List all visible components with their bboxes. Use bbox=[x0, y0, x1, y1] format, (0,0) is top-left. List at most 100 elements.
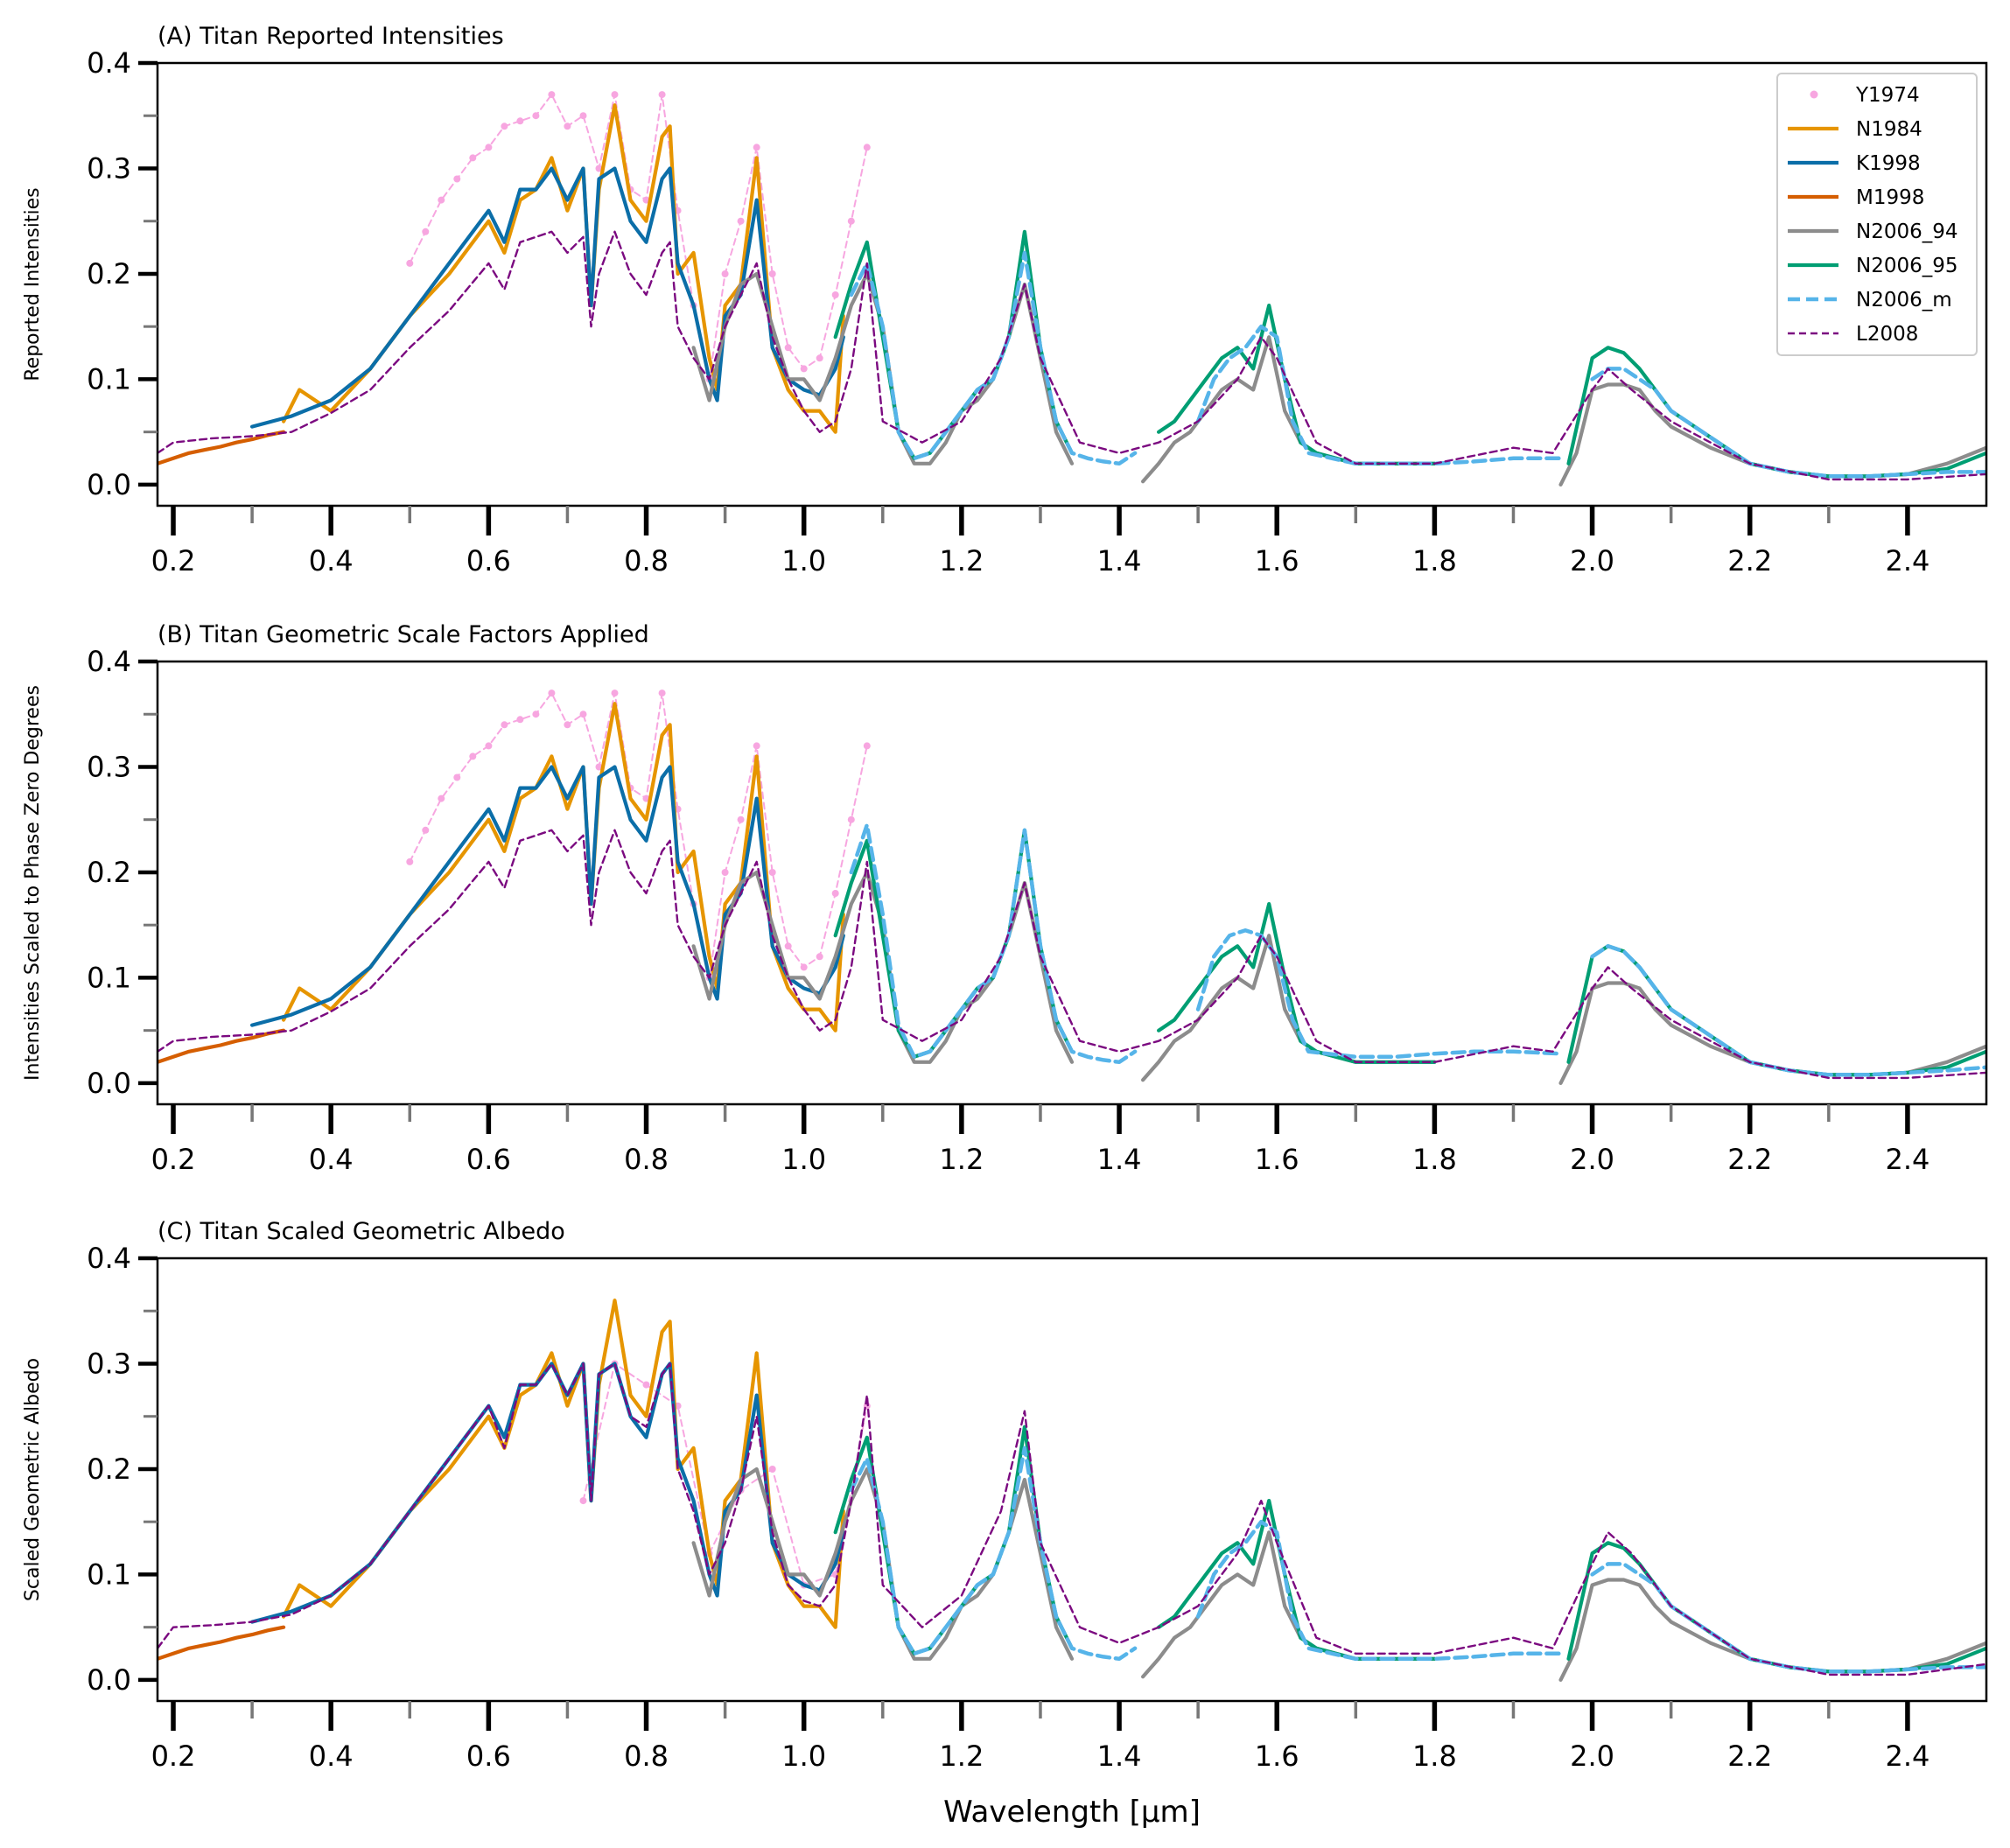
y-axis-label: Intensities Scaled to Phase Zero Degrees bbox=[22, 685, 44, 1081]
y-tick-label: 0.4 bbox=[87, 46, 131, 80]
legend-entry: N2006_94 bbox=[1788, 220, 1958, 243]
panel-title: (C) Titan Scaled Geometric Albedo bbox=[158, 1218, 565, 1245]
data-point bbox=[516, 716, 524, 724]
x-tick-label: 1.6 bbox=[1255, 544, 1299, 578]
axes-frame bbox=[156, 61, 1988, 508]
series-line bbox=[158, 1362, 1986, 1676]
series-line bbox=[849, 1446, 1138, 1662]
y-tick-label: 0.0 bbox=[87, 468, 131, 501]
y-tick-label: 0.2 bbox=[87, 1452, 131, 1486]
legend-label: L2008 bbox=[1856, 323, 1918, 346]
data-point bbox=[753, 144, 760, 151]
panel-title: (A) Titan Reported Intensities bbox=[158, 23, 504, 50]
data-point bbox=[642, 794, 650, 802]
legend-label: N2006_95 bbox=[1856, 255, 1958, 277]
data-point bbox=[453, 774, 461, 781]
x-axis-label: Wavelength [μm] bbox=[943, 1795, 1201, 1830]
x-tick-label: 0.6 bbox=[466, 544, 511, 578]
series-line bbox=[158, 829, 1986, 1080]
x-tick-label: 0.2 bbox=[151, 1143, 196, 1176]
x-tick-label: 0.8 bbox=[624, 1740, 669, 1773]
data-point bbox=[800, 963, 808, 971]
data-point bbox=[737, 816, 745, 823]
x-tick-label: 2.0 bbox=[1570, 544, 1614, 578]
y-tick-label: 0.3 bbox=[87, 1347, 131, 1380]
legend-label: N1984 bbox=[1856, 118, 1922, 141]
x-tick-label: 1.0 bbox=[781, 1740, 826, 1773]
x-tick-label: 1.0 bbox=[781, 1143, 826, 1176]
data-point bbox=[737, 217, 745, 225]
x-tick-label: 2.4 bbox=[1885, 1740, 1929, 1773]
x-tick-label: 1.6 bbox=[1255, 1740, 1299, 1773]
data-point bbox=[422, 826, 430, 834]
legend-marker bbox=[1810, 90, 1818, 99]
legend-entry: M1998 bbox=[1788, 186, 1924, 209]
x-tick-label: 1.8 bbox=[1412, 1143, 1457, 1176]
legend-label: N2006_m bbox=[1856, 289, 1952, 312]
x-tick-label: 2.0 bbox=[1570, 1740, 1614, 1773]
y-tick-label: 0.1 bbox=[87, 1558, 131, 1591]
data-point bbox=[863, 742, 871, 750]
series-k1998 bbox=[250, 166, 845, 429]
x-tick-label: 0.2 bbox=[151, 544, 196, 578]
y-axis-label: Scaled Geometric Albedo bbox=[22, 1358, 44, 1601]
data-point bbox=[768, 270, 776, 277]
data-point bbox=[453, 175, 461, 183]
x-tick-label: 2.2 bbox=[1727, 1143, 1772, 1176]
x-tick-label: 1.2 bbox=[939, 1143, 984, 1176]
y-tick-label: 0.0 bbox=[87, 1663, 131, 1697]
legend-label: N2006_94 bbox=[1856, 220, 1958, 243]
series-line bbox=[1195, 324, 1563, 466]
x-tick-label: 1.4 bbox=[1097, 544, 1142, 578]
y-tick-label: 0.3 bbox=[87, 151, 131, 185]
data-point bbox=[579, 112, 587, 120]
x-tick-label: 1.6 bbox=[1255, 1143, 1299, 1176]
y-axis-label: Reported Intensities bbox=[22, 187, 44, 381]
legend-label: M1998 bbox=[1856, 186, 1924, 209]
data-point bbox=[469, 752, 477, 760]
series-line bbox=[158, 1625, 286, 1661]
data-point bbox=[548, 91, 556, 99]
data-point bbox=[721, 869, 729, 876]
data-point bbox=[516, 117, 524, 125]
data-point bbox=[611, 690, 619, 697]
y-tick-label: 0.1 bbox=[87, 362, 131, 396]
data-point bbox=[532, 112, 540, 120]
data-point bbox=[863, 144, 871, 151]
data-point bbox=[501, 122, 508, 130]
series-line bbox=[250, 166, 845, 429]
legend-entry: L2008 bbox=[1788, 323, 1918, 346]
series-line bbox=[1195, 928, 1563, 1060]
y-tick-label: 0.1 bbox=[87, 961, 131, 994]
data-point bbox=[721, 270, 729, 277]
data-point bbox=[406, 259, 414, 267]
data-point bbox=[611, 91, 619, 99]
y-tick-label: 0.0 bbox=[87, 1067, 131, 1100]
series-m1998 bbox=[158, 1028, 286, 1064]
data-point bbox=[485, 144, 493, 151]
x-tick-label: 0.8 bbox=[624, 544, 669, 578]
data-point bbox=[816, 953, 823, 961]
panel-b: 0.0 0.1 0.2 0.3 0.4 0.2 0.4 0.6 0.8 1.0 1.2 1.4 1.6 1… bbox=[22, 621, 1988, 1176]
data-point bbox=[438, 794, 445, 802]
series-line bbox=[1590, 367, 1986, 479]
data-point bbox=[579, 1497, 587, 1505]
axes-frame bbox=[156, 1256, 1988, 1703]
x-tick-label: 2.4 bbox=[1885, 1143, 1929, 1176]
series-line bbox=[158, 230, 1986, 481]
data-point bbox=[768, 1466, 776, 1473]
y-tick-label: 0.3 bbox=[87, 750, 131, 783]
x-tick-label: 2.4 bbox=[1885, 544, 1929, 578]
data-point bbox=[438, 196, 445, 204]
legend-entry: N2006_m bbox=[1788, 289, 1952, 312]
y-tick-label: 0.2 bbox=[87, 856, 131, 889]
series-n2006-m bbox=[849, 1446, 1986, 1674]
data-point bbox=[642, 196, 650, 204]
data-point bbox=[831, 291, 839, 298]
data-point bbox=[532, 710, 540, 718]
x-tick-label: 1.8 bbox=[1412, 544, 1457, 578]
x-tick-label: 0.4 bbox=[309, 1740, 354, 1773]
x-tick-label: 1.4 bbox=[1097, 1740, 1142, 1773]
x-tick-label: 1.0 bbox=[781, 544, 826, 578]
data-point bbox=[800, 365, 808, 373]
